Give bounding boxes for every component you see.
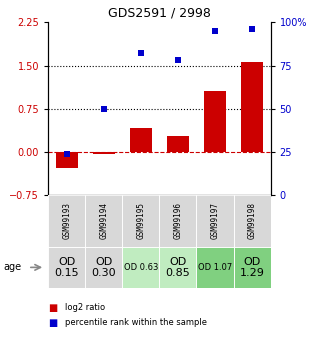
- Bar: [85, 195, 122, 247]
- Bar: [234, 195, 271, 247]
- Text: age: age: [3, 263, 21, 272]
- Text: ■: ■: [48, 318, 58, 327]
- Title: GDS2591 / 2998: GDS2591 / 2998: [108, 7, 211, 20]
- Bar: [48, 195, 85, 247]
- Bar: [48, 247, 85, 288]
- Text: GSM99197: GSM99197: [211, 202, 220, 239]
- Text: ■: ■: [48, 303, 58, 313]
- Bar: [234, 247, 271, 288]
- Text: GSM99193: GSM99193: [62, 202, 71, 239]
- Text: OD 0.63: OD 0.63: [124, 263, 158, 272]
- Text: GSM99195: GSM99195: [136, 202, 145, 239]
- Text: GSM99194: GSM99194: [99, 202, 108, 239]
- Bar: [159, 247, 197, 288]
- Bar: [93, 152, 115, 154]
- Bar: [197, 247, 234, 288]
- Text: OD
0.85: OD 0.85: [165, 257, 190, 278]
- Bar: [56, 152, 78, 168]
- Bar: [122, 247, 159, 288]
- Text: OD 1.07: OD 1.07: [198, 263, 232, 272]
- Text: GSM99196: GSM99196: [174, 202, 183, 239]
- Text: OD
0.30: OD 0.30: [91, 257, 116, 278]
- Bar: [204, 91, 226, 152]
- Text: log2 ratio: log2 ratio: [65, 303, 105, 312]
- Bar: [122, 195, 159, 247]
- Bar: [159, 195, 197, 247]
- Text: OD
0.15: OD 0.15: [54, 257, 79, 278]
- Text: GSM99198: GSM99198: [248, 202, 257, 239]
- Bar: [167, 136, 189, 152]
- Bar: [241, 61, 263, 152]
- Text: percentile rank within the sample: percentile rank within the sample: [65, 318, 207, 327]
- Bar: [130, 128, 152, 152]
- Bar: [197, 195, 234, 247]
- Text: OD
1.29: OD 1.29: [239, 257, 264, 278]
- Bar: [85, 247, 122, 288]
